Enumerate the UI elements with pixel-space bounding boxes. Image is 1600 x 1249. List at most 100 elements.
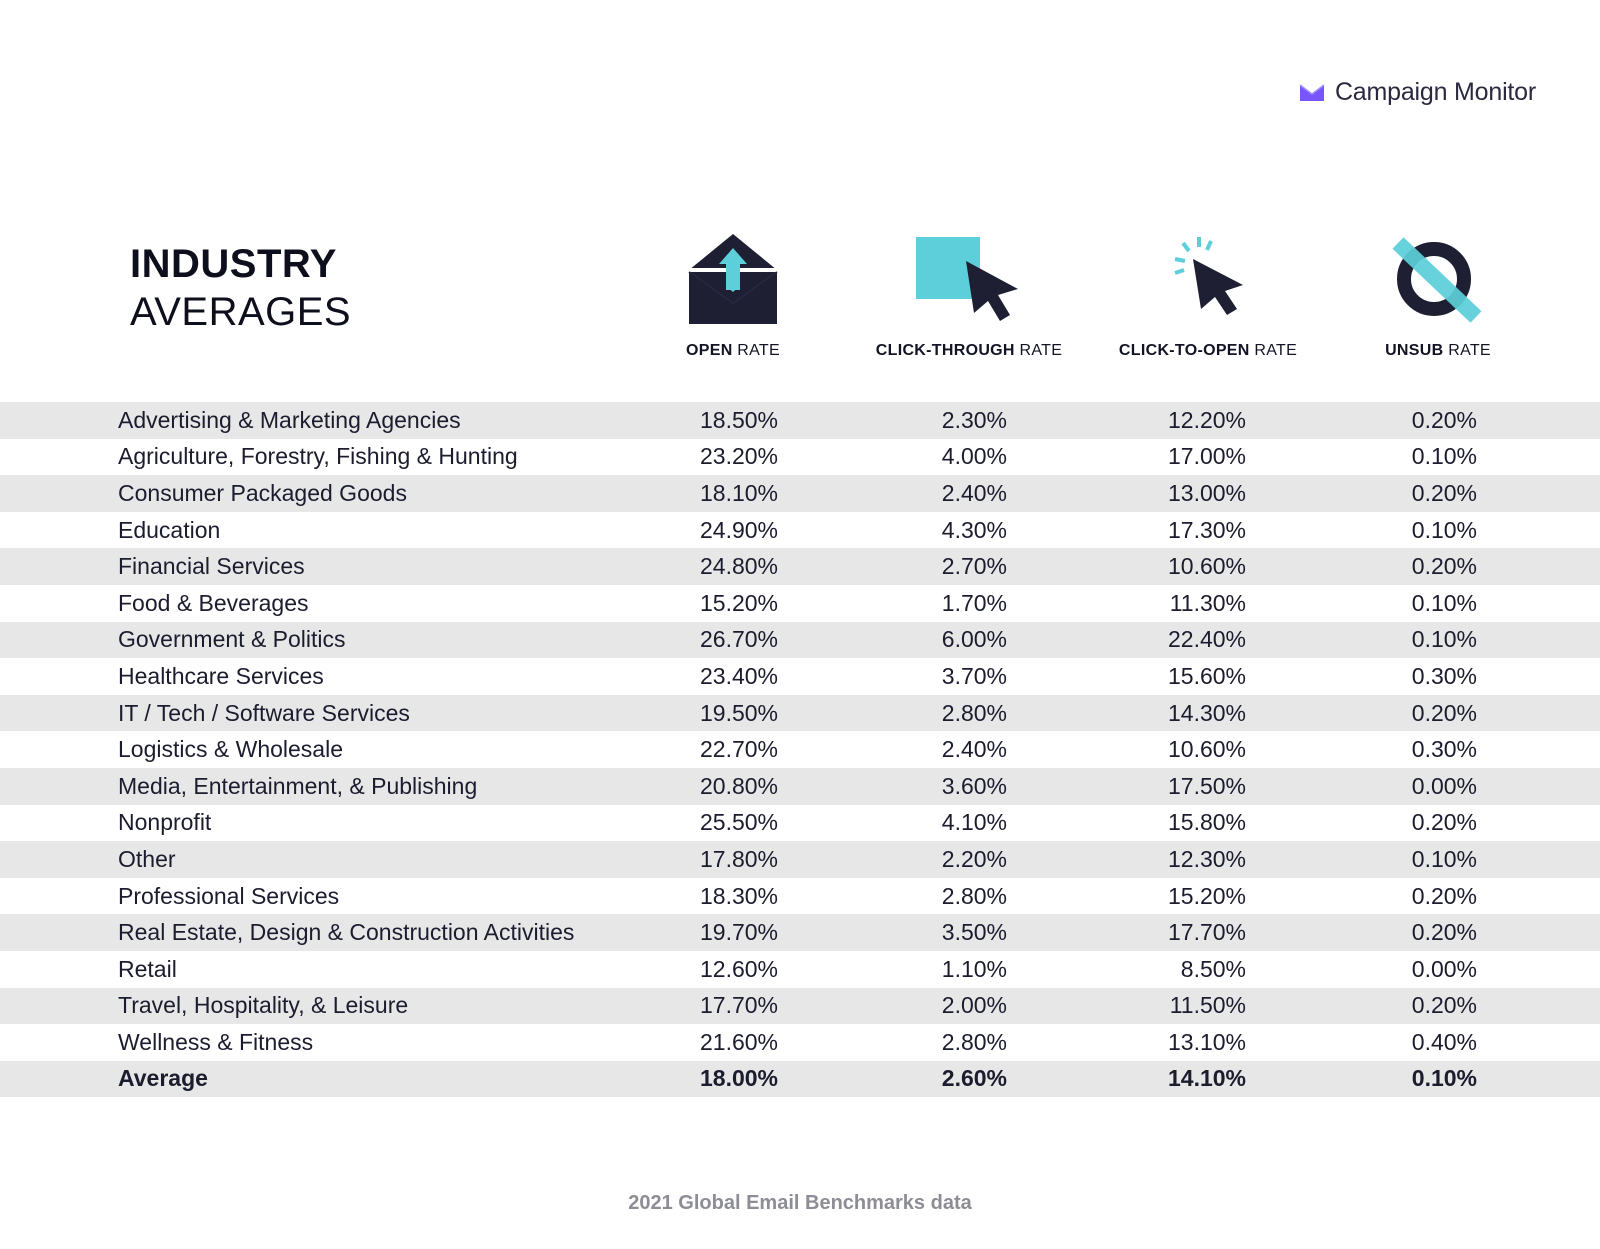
rate-value: 15.80% [1167, 809, 1246, 836]
rate-value: 19.50% [699, 699, 778, 726]
table-row: Healthcare Services 23.40% 3.70% 15.60% 0.30… [0, 658, 1600, 695]
table-row: Agriculture, Forestry, Fishing & Hunting… [0, 439, 1600, 476]
rate-value: 0.30% [1411, 736, 1477, 763]
column-label-bold: UNSUB [1385, 342, 1444, 359]
rate-value: 0.10% [1411, 516, 1477, 543]
rate-value: 22.40% [1167, 626, 1246, 653]
rate-value: 15.20% [699, 589, 778, 616]
industry-name: Average [118, 1065, 208, 1092]
rate-value: 2.80% [941, 699, 1007, 726]
rate-value: 2.70% [941, 553, 1007, 580]
rate-value: 0.20% [1411, 882, 1477, 909]
rate-value: 10.60% [1167, 553, 1246, 580]
column-header-click-through-rate: CLICK-THROUGH RATE [849, 228, 1089, 360]
rate-value: 12.60% [699, 955, 778, 982]
industry-name: Real Estate, Design & Construction Activ… [118, 919, 575, 946]
rate-value: 4.10% [941, 809, 1007, 836]
industry-name: Healthcare Services [118, 662, 324, 689]
column-header-unsub-rate: UNSUB RATE [1318, 228, 1558, 360]
column-label-bold: CLICK-THROUGH [875, 342, 1015, 359]
table-row: Nonprofit 25.50% 4.10% 15.80% 0.20% [0, 805, 1600, 842]
industry-name: Travel, Hospitality, & Leisure [118, 992, 409, 1019]
rate-value: 18.50% [699, 406, 778, 433]
rate-value: 0.20% [1411, 809, 1477, 836]
title-line-2: AVERAGES [130, 290, 352, 334]
table-row: Advertising & Marketing Agencies 18.50% 2.… [0, 402, 1600, 439]
rate-value: 2.00% [941, 992, 1007, 1019]
table-row: Real Estate, Design & Construction Activ… [0, 914, 1600, 951]
rate-value: 2.40% [941, 479, 1007, 506]
table-row: Financial Services 24.80% 2.70% 10.60% 0.20% [0, 548, 1600, 585]
rate-value: 0.10% [1411, 845, 1477, 872]
table-row: Consumer Packaged Goods 18.10% 2.40% 13.00%… [0, 475, 1600, 512]
rate-value: 4.30% [941, 516, 1007, 543]
rate-value: 26.70% [699, 626, 778, 653]
square-cursor-icon [916, 237, 1018, 321]
rate-value: 21.60% [699, 1028, 778, 1055]
rate-value: 8.50% [1180, 955, 1246, 982]
rate-value: 0.10% [1411, 1065, 1477, 1092]
column-label-light: RATE [1014, 342, 1063, 359]
industry-name: Consumer Packaged Goods [118, 479, 407, 506]
industry-name: Wellness & Fitness [118, 1028, 314, 1055]
column-header-click-to-open-rate: CLICK-TO-OPEN RATE [1088, 228, 1328, 360]
rate-value: 4.00% [941, 443, 1007, 470]
rate-value: 0.20% [1411, 553, 1477, 580]
industry-name: Other [118, 845, 176, 872]
rate-value: 15.60% [1167, 662, 1246, 689]
rate-value: 2.20% [941, 845, 1007, 872]
brand-name: Campaign Monitor [1334, 78, 1536, 106]
rate-value: 0.20% [1411, 406, 1477, 433]
rate-value: 22.70% [699, 736, 778, 763]
table-row: Education 24.90% 4.30% 17.30% 0.10% [0, 512, 1600, 549]
table-row: IT / Tech / Software Services 19.50% 2.80%… [0, 694, 1600, 732]
rate-value: 14.30% [1167, 699, 1246, 726]
rate-value: 0.10% [1411, 626, 1477, 653]
table-row-average: Average 18.00% 2.60% 14.10% 0.10% [0, 1060, 1600, 1098]
rate-value: 17.70% [699, 992, 778, 1019]
rate-value: 1.10% [941, 955, 1007, 982]
table-row: Retail 12.60% 1.10% 8.50% 0.00% [0, 951, 1600, 988]
rate-value: 0.20% [1411, 992, 1477, 1019]
table-row: Food & Beverages 15.20% 1.70% 11.30% 0.10% [0, 585, 1600, 622]
rate-value: 2.30% [941, 406, 1007, 433]
rate-value: 18.30% [699, 882, 778, 909]
rate-value: 0.30% [1411, 662, 1477, 689]
table-row: Professional Services 18.30% 2.80% 15.20% 0.… [0, 878, 1600, 915]
column-label-light: RATE [732, 342, 780, 359]
table-row: Government & Politics 26.70% 6.00% 22.40% 0.… [0, 621, 1600, 659]
rate-value: 2.60% [941, 1065, 1007, 1092]
rate-value: 17.80% [699, 845, 778, 872]
rate-value: 12.30% [1167, 845, 1246, 872]
rate-value: 3.70% [941, 662, 1007, 689]
rate-value: 11.50% [1169, 992, 1246, 1019]
rate-value: 0.00% [1411, 955, 1477, 982]
rate-value: 1.70% [941, 589, 1007, 616]
industry-name: Financial Services [118, 553, 305, 580]
title-line-1: INDUSTRY [130, 242, 337, 286]
rate-value: 0.00% [1411, 772, 1477, 799]
rate-value: 11.30% [1169, 589, 1246, 616]
rate-value: 17.70% [1167, 919, 1246, 946]
column-label-light: RATE [1443, 342, 1491, 359]
rate-value: 17.50% [1167, 772, 1246, 799]
rate-value: 0.20% [1411, 699, 1477, 726]
rate-value: 3.60% [941, 772, 1007, 799]
rate-value: 13.00% [1167, 479, 1246, 506]
rate-value: 17.30% [1167, 516, 1246, 543]
industry-name: Agriculture, Forestry, Fishing & Hunting [118, 443, 518, 470]
unsubscribe-icon [1392, 237, 1482, 323]
rate-value: 0.20% [1411, 479, 1477, 506]
rate-value: 20.80% [699, 772, 778, 799]
rate-value: 0.40% [1411, 1028, 1477, 1055]
industry-name: Nonprofit [118, 809, 212, 836]
table-row: Logistics & Wholesale 22.70% 2.40% 10.60% 0.… [0, 731, 1600, 768]
industry-name: Retail [118, 955, 177, 982]
industry-name: IT / Tech / Software Services [118, 699, 410, 726]
rate-value: 12.20% [1167, 406, 1246, 433]
footer-note: 2021 Global Email Benchmarks data [628, 1192, 972, 1214]
clicking-cursor-icon [1174, 237, 1243, 315]
rate-value: 3.50% [941, 919, 1007, 946]
industry-name: Food & Beverages [118, 589, 309, 616]
rate-value: 13.10% [1167, 1028, 1246, 1055]
